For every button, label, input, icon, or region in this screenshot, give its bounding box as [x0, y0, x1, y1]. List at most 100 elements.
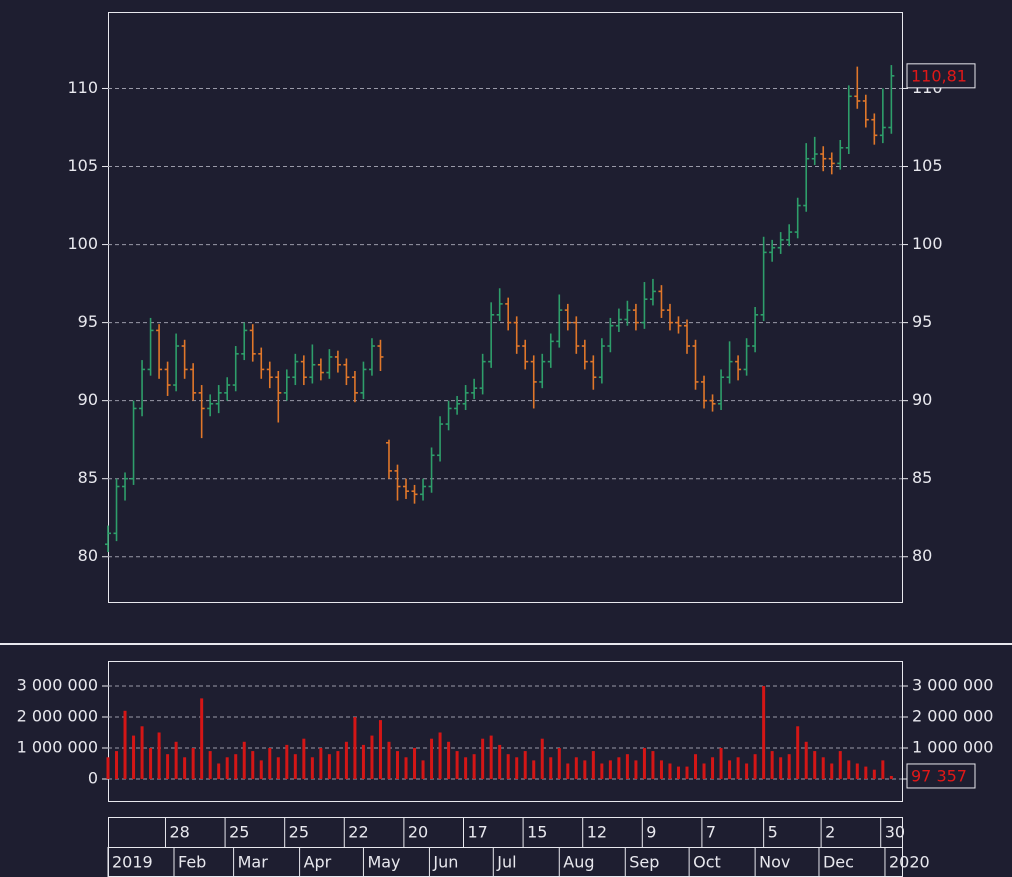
volume-bar	[174, 741, 178, 779]
volume-bar	[625, 754, 629, 779]
date-tick-label: 12	[587, 823, 607, 842]
volume-bar	[668, 763, 672, 779]
volume-tick-label: 3 000 000	[17, 675, 98, 694]
y-tick-label: 100	[912, 234, 943, 253]
volume-bar	[157, 732, 161, 779]
volume-bar	[506, 754, 510, 779]
volume-bar	[838, 751, 842, 779]
volume-bar	[830, 763, 834, 779]
date-tick-label: 28	[169, 823, 189, 842]
volume-panel	[108, 661, 903, 802]
date-tick-label: 9	[646, 823, 656, 842]
volume-bar	[583, 760, 587, 779]
y-tick-label: 85	[912, 468, 932, 487]
volume-bar	[847, 760, 851, 779]
volume-bar	[396, 751, 400, 779]
last-value-label: 110,81	[911, 66, 967, 85]
volume-bar	[242, 741, 246, 779]
price-panel	[108, 12, 903, 603]
y-tick-label: 80	[912, 546, 932, 565]
y-tick-label: 90	[78, 390, 98, 409]
date-tick-label: May	[367, 853, 400, 872]
volume-bar	[685, 766, 689, 779]
volume-bar	[421, 760, 425, 779]
date-tick-label: 2	[825, 823, 835, 842]
volume-bar	[481, 738, 485, 779]
volume-bar	[591, 751, 595, 779]
volume-bar	[404, 757, 408, 779]
volume-bar	[149, 747, 153, 779]
date-tick-label: 30	[885, 823, 905, 842]
volume-tick-label: 2 000 000	[912, 706, 993, 725]
volume-bar	[770, 751, 774, 779]
volume-bar	[821, 757, 825, 779]
volume-bar	[719, 747, 723, 779]
volume-bar	[276, 757, 280, 779]
volume-bar	[353, 716, 357, 779]
volume-bar	[557, 747, 561, 779]
volume-bar	[728, 760, 732, 779]
volume-bar	[336, 751, 340, 779]
y-tick-label: 85	[78, 468, 98, 487]
date-tick-label: 5	[768, 823, 778, 842]
last-value-label: 97 357	[911, 766, 967, 785]
volume-bar	[455, 751, 459, 779]
volume-bar	[566, 763, 570, 779]
volume-bar	[413, 747, 417, 779]
y-tick-label: 105	[912, 156, 943, 175]
date-tick-label: 7	[706, 823, 716, 842]
volume-bar	[447, 741, 451, 779]
volume-bar	[115, 751, 119, 779]
last-value-box	[906, 63, 976, 89]
volume-bar	[251, 751, 255, 779]
volume-bar	[217, 763, 221, 779]
volume-bar	[430, 738, 434, 779]
volume-bar	[132, 735, 136, 779]
volume-bar	[259, 760, 263, 779]
volume-bar	[796, 726, 800, 779]
date-tick-label: 17	[467, 823, 487, 842]
volume-bar	[855, 763, 859, 779]
volume-bar	[234, 754, 238, 779]
volume-bar	[378, 720, 382, 779]
volume-bar	[779, 757, 783, 779]
volume-bar	[319, 747, 323, 779]
volume-bar	[123, 710, 127, 779]
date-tick-label: 20	[408, 823, 428, 842]
volume-bar	[736, 757, 740, 779]
volume-bar	[702, 763, 706, 779]
y-tick-label: 105	[67, 156, 98, 175]
volume-bar	[438, 732, 442, 779]
volume-bar	[608, 760, 612, 779]
volume-bar	[617, 757, 621, 779]
volume-bar	[208, 751, 212, 779]
volume-bar	[532, 760, 536, 779]
volume-bar	[225, 757, 229, 779]
volume-bar	[600, 763, 604, 779]
date-tick-label: Sep	[629, 853, 659, 872]
y-tick-label: 110	[67, 78, 98, 97]
volume-bar	[574, 757, 578, 779]
date-tick-label: 15	[527, 823, 547, 842]
volume-bar	[872, 769, 876, 779]
y-tick-label: 90	[912, 390, 932, 409]
volume-tick-label: 2 000 000	[17, 706, 98, 725]
volume-bar	[302, 738, 306, 779]
volume-bar	[659, 760, 663, 779]
date-tick-label: Jul	[496, 853, 516, 872]
volume-tick-label: 1 000 000	[17, 737, 98, 756]
volume-bar	[140, 726, 144, 779]
y-tick-label: 95	[912, 312, 932, 331]
volume-bar	[293, 754, 297, 779]
volume-bar	[889, 775, 893, 779]
volume-bar	[549, 757, 553, 779]
date-tick-label: Jun	[432, 853, 458, 872]
volume-bar	[344, 741, 348, 779]
volume-bar	[804, 741, 808, 779]
volume-bar	[515, 757, 519, 779]
volume-bar	[762, 685, 766, 779]
date-tick-label: 22	[348, 823, 368, 842]
volume-bar	[813, 751, 817, 779]
y-tick-label: 95	[78, 312, 98, 331]
volume-bar	[472, 754, 476, 779]
